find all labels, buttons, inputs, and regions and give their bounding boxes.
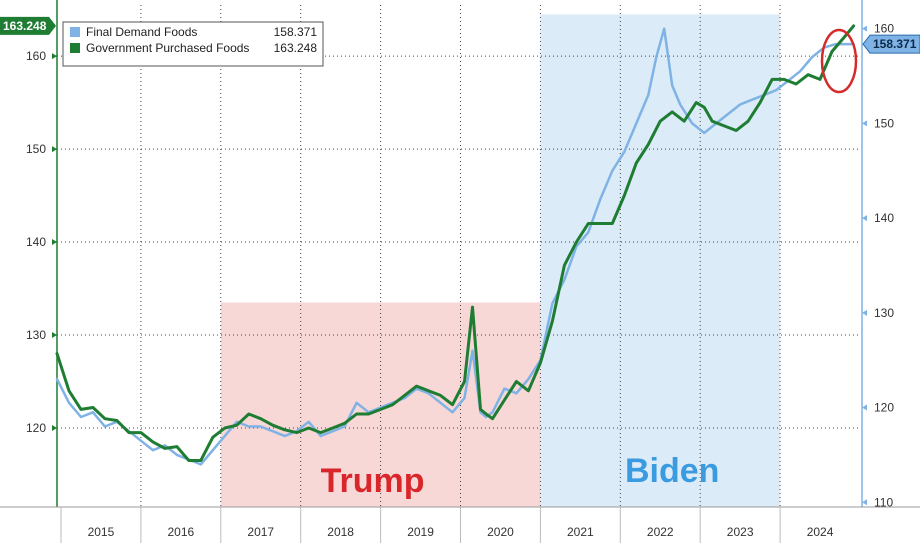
series-lines xyxy=(55,24,856,466)
right-tick-mark-140 xyxy=(862,215,867,222)
legend-swatch-1 xyxy=(70,43,80,53)
x-tick-label-2024: 2024 xyxy=(807,525,834,539)
region-label-trump: Trump xyxy=(321,462,425,500)
left-tick-mark-150 xyxy=(52,146,57,153)
right-tick-mark-160 xyxy=(862,25,867,32)
left-tick-label-120: 120 xyxy=(26,421,46,435)
right-tick-mark-150 xyxy=(862,120,867,127)
x-tick-label-2023: 2023 xyxy=(727,525,754,539)
x-tick-label-2019: 2019 xyxy=(407,525,434,539)
right-tick-label-150: 150 xyxy=(874,116,894,130)
left-tick-label-130: 130 xyxy=(26,328,46,342)
left-tick-mark-130 xyxy=(52,332,57,339)
legend-name-1: Government Purchased Foods xyxy=(86,41,249,55)
shaded-regions xyxy=(220,14,781,508)
right-tick-label-110: 110 xyxy=(874,495,893,509)
shade-biden xyxy=(540,14,781,508)
right-value-flag-text: 158.371 xyxy=(873,37,917,51)
left-value-flag-text: 163.248 xyxy=(3,19,47,33)
legend-value-0: 158.371 xyxy=(274,25,318,39)
x-tick-label-2016: 2016 xyxy=(167,525,194,539)
left-tick-mark-120 xyxy=(52,424,57,431)
series-line-government-purchased-foods xyxy=(55,24,856,462)
left-tick-mark-160 xyxy=(52,53,57,60)
right-value-flag-bg xyxy=(862,34,920,54)
right-tick-mark-130 xyxy=(862,309,867,316)
x-tick-label-2015: 2015 xyxy=(88,525,115,539)
legend-box xyxy=(62,21,324,67)
left-value-flag-bg xyxy=(0,16,56,35)
highlight-circle xyxy=(820,28,858,94)
right-tick-mark-120 xyxy=(862,404,867,411)
right-tick-label-160: 160 xyxy=(874,22,894,36)
left-axis-ticks: 120 130 140 150 160 xyxy=(26,49,57,435)
shade-trump xyxy=(220,302,541,507)
right-axis-ticks: 110 120 130 140 150 160 xyxy=(862,22,894,509)
legend-swatch-0 xyxy=(70,27,80,37)
legend: Final Demand Foods 158.371 Government Purc… xyxy=(62,21,324,67)
right-tick-label-120: 120 xyxy=(874,401,894,415)
series-line-final-demand-foods xyxy=(55,27,855,466)
x-tick-label-2018: 2018 xyxy=(327,525,354,539)
right-tick-label-130: 130 xyxy=(874,306,894,320)
legend-name-0: Final Demand Foods xyxy=(86,25,197,39)
x-tick-label-2017: 2017 xyxy=(247,525,274,539)
right-tick-label-140: 140 xyxy=(874,211,894,225)
left-tick-mark-140 xyxy=(52,239,57,246)
right-tick-mark-110 xyxy=(862,499,867,506)
value-flags: 163.248 158.371 xyxy=(0,16,920,54)
left-tick-label-160: 160 xyxy=(26,49,46,63)
left-tick-label-150: 150 xyxy=(26,142,46,156)
x-axis-ticks: 2015 2016 2017 2018 2019 2020 2021 2022 2023 2024 xyxy=(60,507,834,543)
region-label-biden: Biden xyxy=(625,452,719,490)
x-tick-label-2022: 2022 xyxy=(647,525,674,539)
legend-value-1: 163.248 xyxy=(274,41,318,55)
x-tick-label-2021: 2021 xyxy=(567,525,594,539)
annotations: Trump Biden xyxy=(321,28,858,500)
x-tick-label-2020: 2020 xyxy=(487,525,514,539)
left-tick-label-140: 140 xyxy=(26,235,46,249)
